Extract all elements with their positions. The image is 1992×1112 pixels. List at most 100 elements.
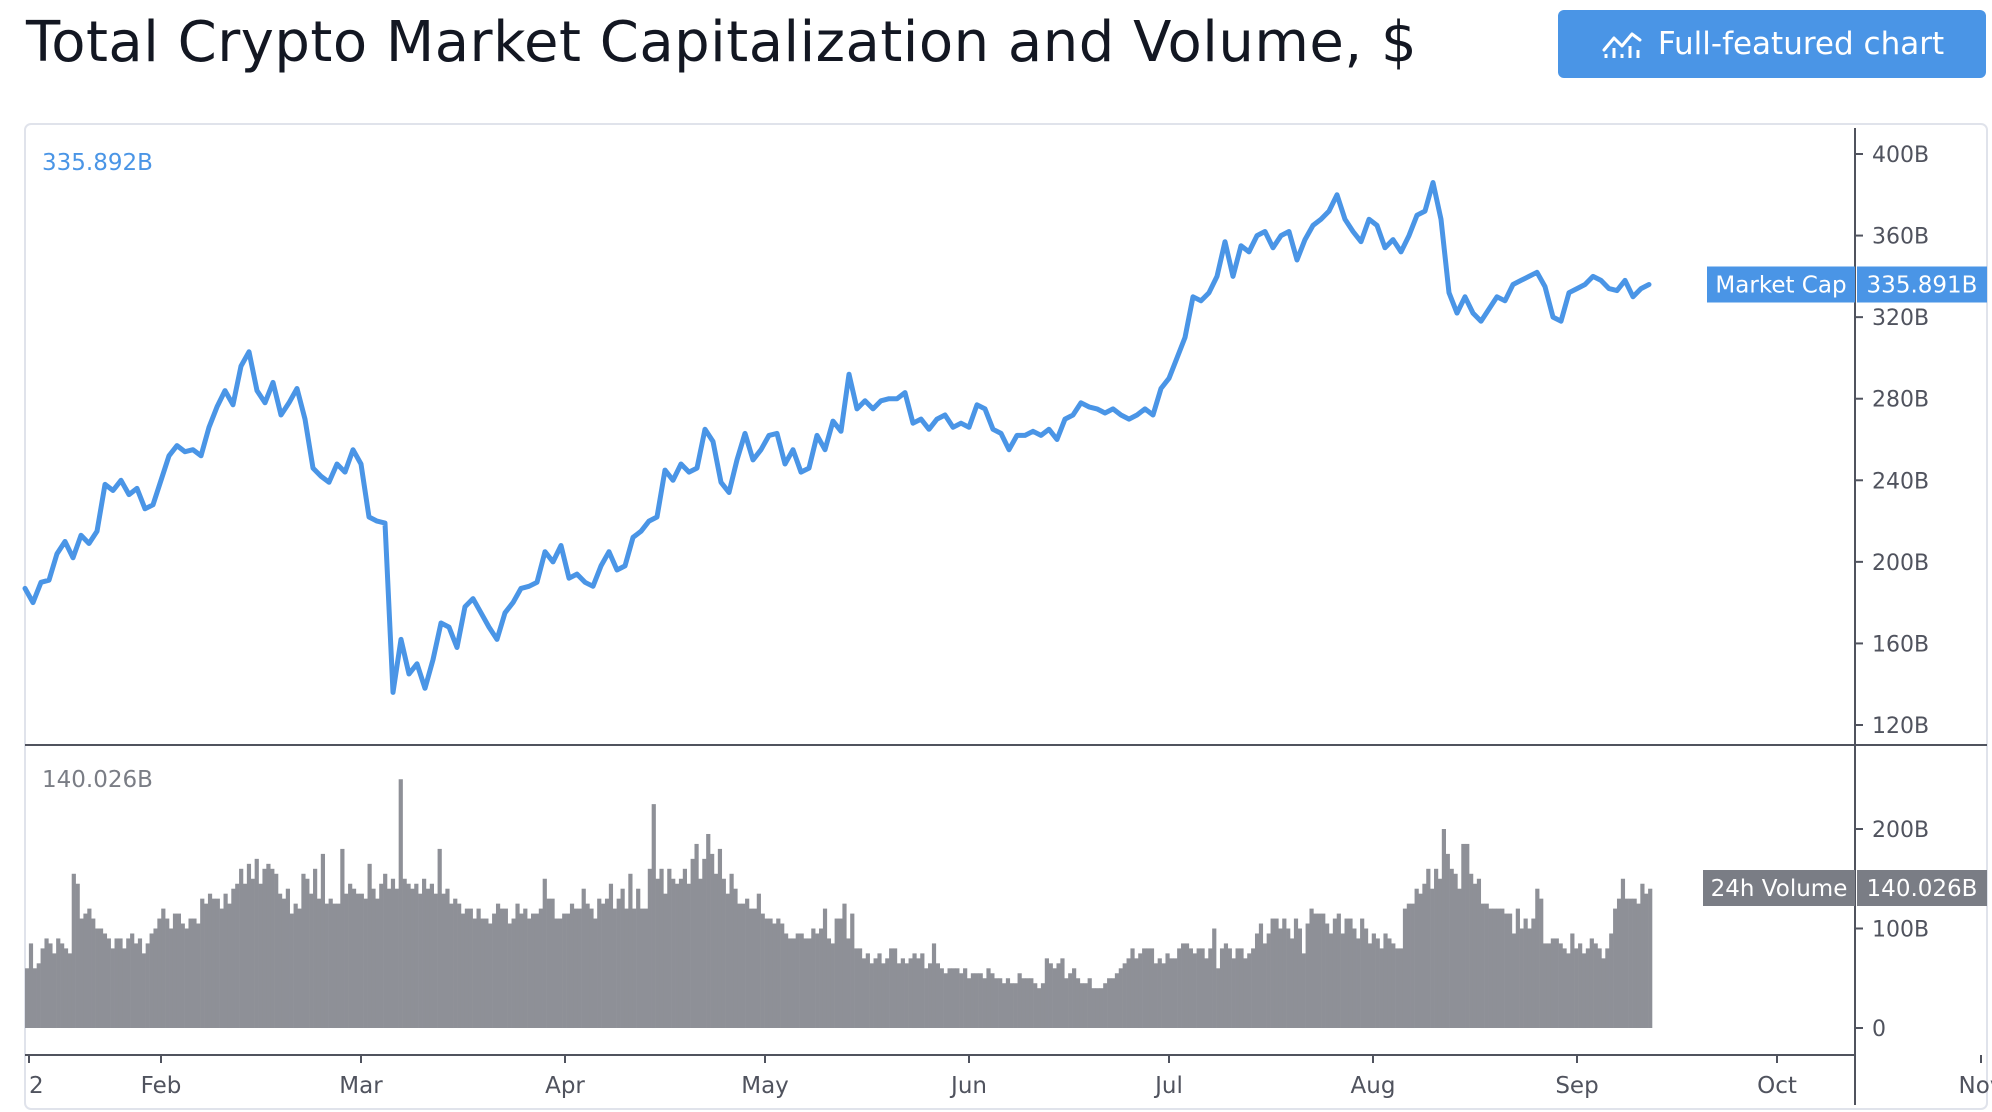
volume-bar bbox=[414, 883, 419, 1028]
volume-bar bbox=[585, 903, 590, 1029]
volume-bar bbox=[760, 913, 765, 1028]
volume-bar bbox=[254, 858, 259, 1028]
volume-bar bbox=[1177, 948, 1182, 1028]
volume-bar bbox=[1574, 948, 1579, 1028]
volume-bar bbox=[1453, 873, 1458, 1028]
volume-bar bbox=[309, 893, 314, 1028]
volume-bar bbox=[1336, 913, 1341, 1028]
volume-bar bbox=[990, 973, 995, 1028]
volume-bar bbox=[1476, 878, 1482, 1028]
volume-bar bbox=[161, 908, 166, 1028]
volume-bar bbox=[1550, 938, 1555, 1028]
volume-bar bbox=[313, 868, 318, 1028]
market-cap-axis-tick-label: 360B bbox=[1872, 225, 1929, 250]
volume-bar bbox=[1278, 928, 1283, 1028]
volume-bar bbox=[1387, 938, 1392, 1028]
time-axis-label: May bbox=[741, 1073, 789, 1099]
volume-bar bbox=[733, 888, 738, 1028]
volume-bar bbox=[830, 943, 835, 1028]
volume-bar bbox=[1418, 893, 1423, 1028]
volume-bar bbox=[803, 938, 808, 1028]
volume-bar bbox=[924, 968, 929, 1028]
volume-bar bbox=[1181, 943, 1186, 1028]
volume-bar bbox=[1153, 963, 1158, 1028]
volume-bar bbox=[137, 938, 143, 1028]
volume-bar bbox=[982, 978, 987, 1028]
volume-bar bbox=[1632, 898, 1637, 1028]
volume-bar bbox=[620, 888, 625, 1028]
volume-bar bbox=[453, 898, 458, 1028]
volume-bar bbox=[278, 893, 283, 1028]
volume-bar bbox=[787, 938, 793, 1028]
volume-bar bbox=[270, 868, 275, 1028]
volume-bar bbox=[169, 928, 174, 1028]
volume-bar bbox=[1570, 933, 1575, 1028]
volume-bar bbox=[1379, 948, 1384, 1028]
volume-bar bbox=[916, 958, 921, 1028]
volume-bar bbox=[367, 863, 372, 1028]
volume-bar bbox=[1558, 943, 1563, 1028]
volume-bar bbox=[1488, 908, 1493, 1028]
volume-bar bbox=[1414, 888, 1419, 1028]
volume-axis-tick-label: 0 bbox=[1872, 1017, 1886, 1042]
volume-bar bbox=[655, 878, 660, 1028]
volume-bar bbox=[340, 848, 345, 1028]
volume-bar bbox=[1208, 948, 1213, 1028]
volume-bar bbox=[1609, 933, 1614, 1028]
volume-bar bbox=[1060, 958, 1065, 1028]
volume-bar bbox=[908, 958, 913, 1028]
volume-bar bbox=[534, 913, 540, 1028]
time-axis: 2 Feb Mar Apr May Jun Jul Aug Sep Oct Nov bbox=[28, 1055, 1992, 1099]
volume-bar bbox=[390, 878, 396, 1028]
volume-bar bbox=[659, 868, 664, 1028]
volume-bar bbox=[192, 918, 197, 1028]
volume-bar bbox=[663, 893, 668, 1028]
volume-bar bbox=[386, 888, 392, 1028]
volume-bar bbox=[184, 928, 189, 1028]
volume-bar bbox=[947, 968, 952, 1028]
volume-bar bbox=[601, 903, 606, 1029]
volume-bar bbox=[200, 898, 205, 1028]
volume-bar bbox=[40, 948, 45, 1028]
volume-bar bbox=[1422, 883, 1427, 1028]
volume-bar bbox=[441, 893, 446, 1028]
volume-bar bbox=[445, 888, 450, 1028]
volume-bar bbox=[266, 863, 271, 1028]
volume-bar bbox=[1212, 928, 1217, 1028]
time-axis-label: Feb bbox=[141, 1073, 182, 1099]
market-cap-axis-tick-label: 120B bbox=[1872, 714, 1929, 739]
volume-bar bbox=[554, 918, 559, 1028]
volume-bar bbox=[710, 853, 715, 1029]
time-axis-label: Apr bbox=[545, 1073, 585, 1099]
volume-bar bbox=[546, 898, 551, 1028]
volume-bar bbox=[1223, 943, 1229, 1028]
time-axis-label: Sep bbox=[1555, 1073, 1598, 1099]
volume-bar bbox=[842, 903, 847, 1029]
volume-bar bbox=[1445, 853, 1450, 1029]
volume-bar bbox=[1286, 928, 1291, 1028]
market-cap-axis-tick-label: 280B bbox=[1872, 388, 1929, 413]
volume-bar bbox=[1648, 888, 1653, 1028]
volume-bar bbox=[799, 933, 804, 1028]
volume-bar bbox=[281, 898, 287, 1028]
volume-bar bbox=[1644, 893, 1649, 1028]
volume-bar bbox=[822, 908, 828, 1028]
volume-bar bbox=[1130, 948, 1135, 1028]
volume-bar bbox=[1009, 983, 1014, 1028]
volume-bar bbox=[671, 878, 676, 1028]
full-featured-chart-button[interactable]: Full-featured chart bbox=[1558, 10, 1986, 78]
volume-bar bbox=[1192, 953, 1197, 1029]
volume-bar bbox=[1480, 903, 1485, 1029]
volume-bar bbox=[1095, 988, 1100, 1028]
volume-bar bbox=[1507, 913, 1513, 1028]
volume-bar bbox=[1188, 948, 1193, 1028]
volume-bar bbox=[531, 913, 536, 1028]
volume-bar bbox=[675, 883, 680, 1028]
volume-bar bbox=[752, 908, 758, 1028]
volume-bar bbox=[106, 938, 111, 1028]
volume-bar bbox=[1216, 968, 1221, 1028]
volume-bar bbox=[207, 893, 213, 1028]
volume-bar bbox=[196, 923, 201, 1028]
volume-bar bbox=[628, 873, 633, 1028]
